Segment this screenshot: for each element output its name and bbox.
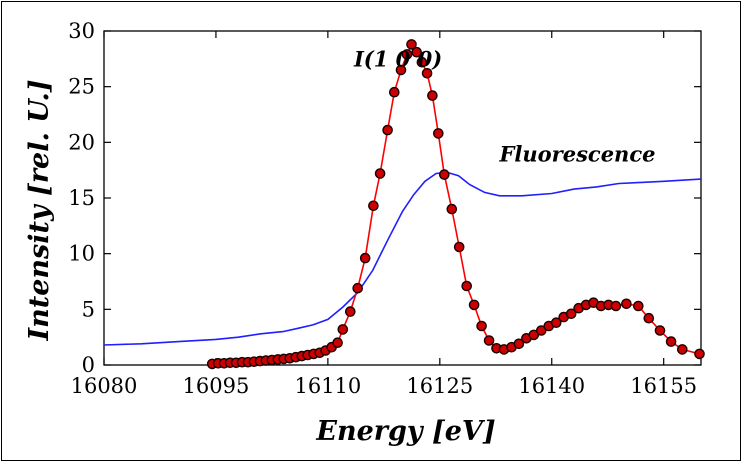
data-point <box>401 49 413 60</box>
annotation-label: I(1 0 0) <box>353 47 442 72</box>
y-axis-ticks: 0 5 10 15 20 25 30 <box>68 19 701 377</box>
data-point <box>368 200 379 212</box>
x-tick-label: 16080 <box>71 374 138 398</box>
x-tick-label: 16095 <box>183 374 250 398</box>
data-point <box>550 317 562 329</box>
data-point <box>359 252 371 264</box>
data-point <box>461 280 473 292</box>
data-point <box>332 337 343 349</box>
annotations: I(1 0 0) Fluorescence <box>353 47 656 167</box>
x-tick-label: 16110 <box>294 374 361 398</box>
data-point <box>446 203 458 215</box>
annotation-label: Fluorescence <box>499 141 656 166</box>
data-point <box>621 298 632 310</box>
y-tick-label: 20 <box>68 130 95 154</box>
data-point <box>352 282 364 294</box>
y-axis-title: Intensity [rel. U.] <box>24 79 55 341</box>
data-point <box>694 348 705 360</box>
data-point <box>388 86 400 98</box>
data-point <box>513 338 525 350</box>
data-point <box>421 68 433 79</box>
data-point <box>344 306 356 317</box>
x-axis-title: Energy [eV] <box>315 416 495 447</box>
series-line-0 <box>103 171 702 346</box>
y-tick-label: 5 <box>82 297 95 321</box>
data-point <box>565 308 577 320</box>
data-point <box>382 124 393 136</box>
x-tick-label: 16125 <box>406 374 473 398</box>
series-layer <box>103 39 705 370</box>
data-point <box>406 39 417 50</box>
data-point <box>633 300 644 312</box>
data-point <box>427 90 438 101</box>
data-point <box>610 300 622 312</box>
data-point <box>453 241 465 253</box>
y-tick-label: 0 <box>82 353 95 377</box>
data-point <box>643 312 655 324</box>
y-tick-label: 15 <box>68 186 95 210</box>
y-tick-label: 30 <box>68 19 95 43</box>
x-axis-ticks: 16080 16095 16110 16125 16140 16155 <box>71 31 697 398</box>
data-point <box>416 56 428 68</box>
data-point <box>677 344 688 355</box>
data-point <box>536 325 547 336</box>
data-point <box>438 169 450 180</box>
x-tick-label: 16155 <box>630 374 697 398</box>
data-point <box>476 320 487 332</box>
data-point <box>374 168 386 179</box>
plot-area <box>103 30 702 366</box>
data-point <box>395 64 407 76</box>
data-point <box>654 325 666 336</box>
data-point <box>665 336 677 347</box>
y-tick-label: 25 <box>68 75 95 99</box>
series-line-1 <box>212 42 700 365</box>
data-point <box>411 46 423 58</box>
data-point <box>468 299 480 311</box>
data-point <box>432 128 444 139</box>
plot-border <box>103 30 702 366</box>
data-point <box>483 335 495 346</box>
x-tick-label: 16140 <box>518 374 585 398</box>
data-point <box>337 324 349 335</box>
y-tick-label: 10 <box>68 242 95 266</box>
